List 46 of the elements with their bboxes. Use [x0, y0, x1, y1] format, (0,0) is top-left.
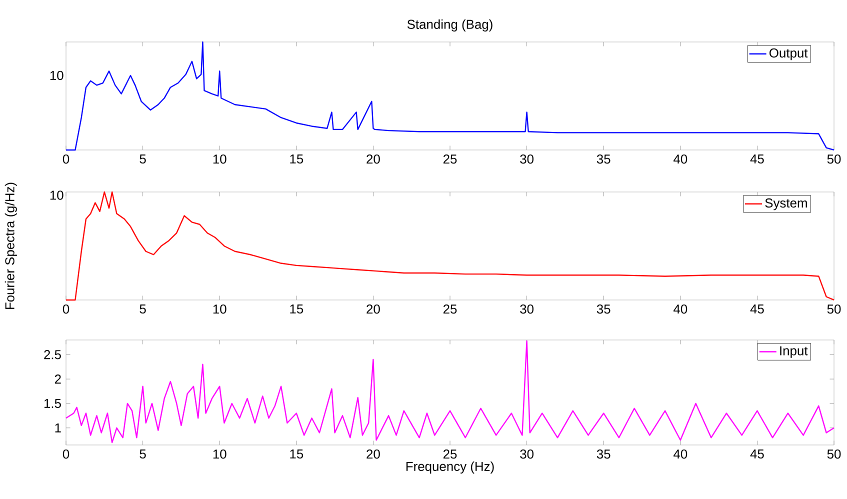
x-tick-label: 25 — [443, 154, 457, 164]
x-tick-label: 10 — [213, 449, 226, 459]
y-axis-title: Fourier Spectra (g/Hz) — [4, 182, 17, 309]
legend-label: System — [765, 198, 807, 210]
x-tick-label: 5 — [140, 450, 146, 459]
x-tick-label: 15 — [290, 450, 304, 459]
x-tick-label: 30 — [520, 154, 534, 164]
x-tick-label: 5 — [140, 304, 146, 314]
legend-label: Output — [770, 48, 808, 60]
x-tick-label: 25 — [443, 449, 457, 459]
x-tick-label: 35 — [596, 304, 610, 314]
x-tick-label: 30 — [520, 304, 534, 314]
x-tick-label: 0 — [62, 449, 70, 459]
x-tick-label: 0 — [62, 154, 70, 164]
x-tick-label: 0 — [62, 304, 70, 314]
x-axis-title: Frequency (Hz) — [406, 461, 494, 474]
x-tick-label: 45 — [750, 450, 764, 459]
x-tick-label: 25 — [443, 304, 457, 314]
x-tick-label: 20 — [366, 449, 380, 459]
y-tick-label: 1.5 — [44, 398, 61, 408]
text: 10 — [50, 70, 64, 80]
x-tick-label: 15 — [290, 154, 304, 164]
legend-label: Input — [780, 346, 808, 358]
x-tick-label: 40 — [674, 154, 688, 164]
x-tick-label: 50 — [827, 449, 841, 459]
x-tick-label: 50 — [827, 154, 841, 164]
x-tick-label: 20 — [366, 154, 380, 164]
x-tick-label: 30 — [520, 449, 534, 459]
x-tick-label: 50 — [827, 304, 841, 314]
x-tick-label: 10 — [213, 304, 226, 314]
x-tick-label: 15 — [290, 304, 304, 314]
x-tick-label: 20 — [366, 304, 380, 314]
x-tick-label: 40 — [674, 449, 688, 459]
x-tick-label: 40 — [674, 304, 688, 314]
x-tick-label: 35 — [596, 449, 610, 459]
y-tick-label: 2 — [54, 374, 61, 384]
y-tick-label: 2.5 — [44, 350, 61, 360]
x-tick-label: 10 — [213, 154, 226, 164]
x-tick-label: 5 — [140, 154, 146, 164]
x-tick-label: 35 — [596, 154, 610, 164]
y-tick-label: 1 — [55, 423, 61, 432]
x-tick-label: 45 — [750, 154, 764, 164]
text: 10 — [50, 190, 64, 200]
line-series — [65, 340, 835, 444]
x-tick-label: 45 — [750, 304, 764, 314]
chart-title: Standing (Bag) — [407, 19, 492, 32]
